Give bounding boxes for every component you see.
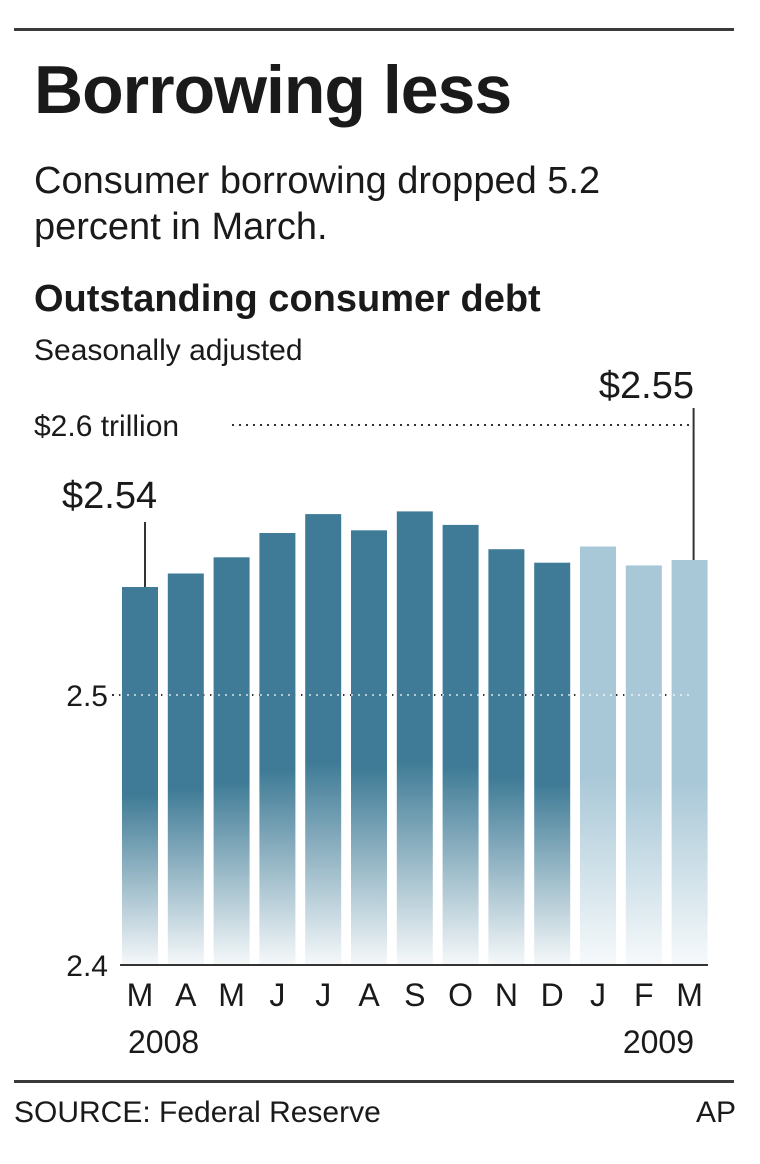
bar bbox=[488, 549, 525, 965]
x-tick-label: J bbox=[315, 977, 331, 1013]
x-tick-label: M bbox=[676, 977, 703, 1013]
bar bbox=[305, 514, 342, 965]
data-label: $2.55 bbox=[599, 365, 694, 407]
bar bbox=[534, 562, 571, 965]
overlays bbox=[120, 408, 708, 966]
bar bbox=[122, 587, 158, 965]
bar bbox=[167, 573, 204, 965]
year-label-2008: 2008 bbox=[128, 1024, 199, 1060]
bar bbox=[442, 524, 479, 965]
bar bbox=[351, 530, 387, 965]
x-tick-label: M bbox=[218, 977, 245, 1013]
x-tick-label: J bbox=[590, 977, 606, 1013]
bars bbox=[122, 511, 708, 965]
deck: Consumer borrowing dropped 5.2 percent i… bbox=[34, 160, 601, 248]
x-tick-label: N bbox=[495, 977, 518, 1013]
x-tick-label: D bbox=[541, 977, 564, 1013]
chart-subtitle: Seasonally adjusted bbox=[34, 334, 303, 367]
bar bbox=[213, 557, 250, 965]
headline: Borrowing less bbox=[34, 52, 512, 128]
source-line: SOURCE: Federal Reserve bbox=[14, 1096, 381, 1129]
x-tick-label: A bbox=[358, 977, 380, 1013]
bar bbox=[396, 511, 433, 965]
y-tick-label: 2.4 bbox=[66, 950, 108, 983]
x-tick-label: O bbox=[448, 977, 473, 1013]
x-tick-label: F bbox=[634, 977, 654, 1013]
x-tick-label: A bbox=[175, 977, 197, 1013]
bar bbox=[259, 533, 296, 965]
top-rule bbox=[14, 28, 734, 31]
chart-title: Outstanding consumer debt bbox=[34, 278, 541, 320]
y-tick-label: $2.6 trillion bbox=[34, 410, 179, 443]
x-tick-label: S bbox=[404, 977, 425, 1013]
data-label: $2.54 bbox=[62, 475, 157, 517]
y-tick-label: 2.5 bbox=[66, 680, 108, 713]
year-label-2009: 2009 bbox=[623, 1024, 694, 1060]
bottom-rule bbox=[14, 1080, 734, 1083]
bar bbox=[580, 546, 616, 965]
credit-line: AP bbox=[695, 1096, 736, 1129]
bar bbox=[625, 565, 662, 965]
x-tick-label: M bbox=[127, 977, 154, 1013]
x-tick-label: J bbox=[269, 977, 285, 1013]
bar bbox=[671, 560, 708, 965]
